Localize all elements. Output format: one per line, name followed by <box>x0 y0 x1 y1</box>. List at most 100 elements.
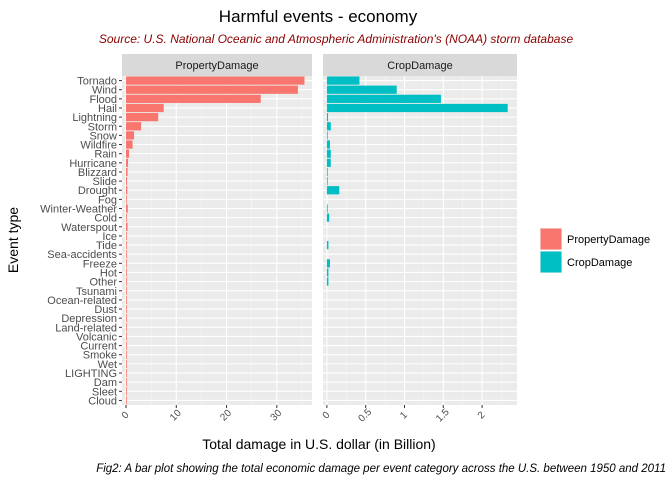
x-tick-label: 0.5 <box>357 407 375 425</box>
bar-propertydamage-freeze <box>126 259 127 268</box>
bar-propertydamage-depression <box>126 314 127 323</box>
bar-propertydamage-slide <box>126 176 128 186</box>
bar-cropdamage-hail <box>326 103 508 113</box>
category-label-fog: Fog <box>98 194 117 206</box>
category-label-hurricane: Hurricane <box>69 158 117 170</box>
bar-propertydamage-cold <box>126 213 127 222</box>
bar-cropdamage-wildfire <box>326 140 330 149</box>
category-label-freeze: Freeze <box>83 258 117 270</box>
bar-propertydamage-waterspout <box>126 222 128 231</box>
category-label-other: Other <box>89 277 117 289</box>
legend-label-cropdamage: CropDamage <box>567 257 632 269</box>
bar-cropdamage-flood <box>326 94 441 103</box>
category-label-sleet: Sleet <box>92 386 117 398</box>
bar-propertydamage-storm <box>126 122 142 131</box>
category-label-waterspout: Waterspout <box>61 222 117 234</box>
category-label-cold: Cold <box>94 213 117 225</box>
bar-cropdamage-hurricane <box>326 158 331 167</box>
category-label-rain: Rain <box>94 149 117 161</box>
bar-cropdamage-storm <box>326 122 331 131</box>
strip-background <box>122 54 312 76</box>
x-tick-label: 0 <box>120 409 132 421</box>
bar-propertydamage-tornado <box>126 76 305 85</box>
strip-label: PropertyDamage <box>175 60 258 72</box>
category-label-blizzard: Blizzard <box>78 167 117 179</box>
category-label-cloud: Cloud <box>88 395 117 407</box>
bar-propertydamage-tsunami <box>126 286 127 295</box>
bar-propertydamage-sea-accidents <box>126 250 127 259</box>
category-label-tide: Tide <box>96 240 117 252</box>
x-tick-label: 10 <box>168 408 184 424</box>
strip-label: CropDamage <box>387 60 452 72</box>
category-label-dust: Dust <box>94 304 117 316</box>
bar-propertydamage-other <box>126 277 127 286</box>
bar-propertydamage-dam <box>126 378 127 387</box>
x-tick-label: 2 <box>476 409 488 421</box>
figure-caption: Fig2: A bar plot showing the total econo… <box>96 463 666 475</box>
bar-propertydamage-lightning <box>126 113 159 122</box>
category-label-tornado: Tornado <box>77 76 117 88</box>
category-label-sea-accidents: Sea-accidents <box>47 249 117 261</box>
x-tick-label: 1 <box>398 409 410 421</box>
category-label-depression: Depression <box>61 313 117 325</box>
legend: PropertyDamage CropDamage <box>540 228 650 273</box>
bar-cropdamage-blizzard <box>326 167 328 177</box>
bar-propertydamage-wildfire <box>126 140 133 149</box>
category-label-snow: Snow <box>89 130 117 142</box>
bar-propertydamage-sleet <box>126 387 127 396</box>
bar-propertydamage-blizzard <box>126 167 128 177</box>
bar-propertydamage-land-related <box>126 323 127 332</box>
bar-cropdamage-wind <box>326 85 397 94</box>
bar-propertydamage-snow <box>126 131 135 140</box>
category-label-dam: Dam <box>94 377 117 389</box>
bar-cropdamage-drought <box>326 186 340 195</box>
category-labels: TornadoWindFloodHailLightningStormSnowWi… <box>40 76 122 407</box>
category-label-wind: Wind <box>92 85 117 97</box>
category-label-lightning: Lightning <box>72 112 117 124</box>
bar-propertydamage-ice <box>126 231 127 241</box>
bar-cropdamage-winter-weather <box>326 204 328 213</box>
bar-propertydamage-drought <box>126 186 128 195</box>
category-label-land-related: Land-related <box>55 322 117 334</box>
bar-cropdamage-snow <box>326 131 328 140</box>
bar-cropdamage-other <box>326 277 329 286</box>
y-axis-title: Event type <box>5 207 21 273</box>
x-axis-title: Total damage in U.S. dollar (in Billion) <box>202 436 435 452</box>
category-label-current: Current <box>80 341 117 353</box>
chart-subtitle: Source: U.S. National Oceanic and Atmosp… <box>99 32 574 46</box>
x-tick-label: 1.5 <box>434 407 452 425</box>
bar-cropdamage-tide <box>326 240 329 250</box>
bar-cropdamage-tornado <box>326 76 360 85</box>
category-label-hot: Hot <box>100 267 117 279</box>
bar-propertydamage-cloud <box>126 396 127 405</box>
legend-label-propertydamage: PropertyDamage <box>567 234 650 246</box>
bar-cropdamage-hot <box>326 268 329 277</box>
bar-cropdamage-lightning <box>326 113 329 122</box>
bar-cropdamage-slide <box>326 176 328 186</box>
bar-propertydamage-rain <box>126 149 130 158</box>
category-label-hail: Hail <box>98 103 117 115</box>
bar-propertydamage-hot <box>126 268 127 277</box>
legend-swatch-cropdamage <box>540 251 562 273</box>
panel-crop-damage: CropDamage 0 0.5 1 1.5 2 <box>321 54 517 424</box>
category-label-volcanic: Volcanic <box>76 331 117 343</box>
bar-propertydamage-lighting <box>126 368 127 378</box>
x-tick-label: 20 <box>218 408 234 424</box>
bar-propertydamage-tide <box>126 240 127 250</box>
panel-property-damage: PropertyDamage 0 10 20 30 <box>120 54 312 423</box>
bar-propertydamage-dust <box>126 304 127 314</box>
bar-propertydamage-fog <box>126 195 127 204</box>
category-label-drought: Drought <box>78 185 117 197</box>
bar-propertydamage-smoke <box>126 350 127 359</box>
bar-propertydamage-wind <box>126 85 298 94</box>
category-label-slide: Slide <box>93 176 117 188</box>
bar-propertydamage-flood <box>126 94 261 103</box>
category-label-wildfire: Wildfire <box>80 140 117 152</box>
strip-background <box>323 54 517 76</box>
category-label-wet: Wet <box>98 359 117 371</box>
category-label-lighting: LIGHTING <box>65 368 117 380</box>
panel-background <box>323 76 517 405</box>
bar-propertydamage-winter-weather <box>126 204 128 213</box>
bar-cropdamage-freeze <box>326 259 330 268</box>
